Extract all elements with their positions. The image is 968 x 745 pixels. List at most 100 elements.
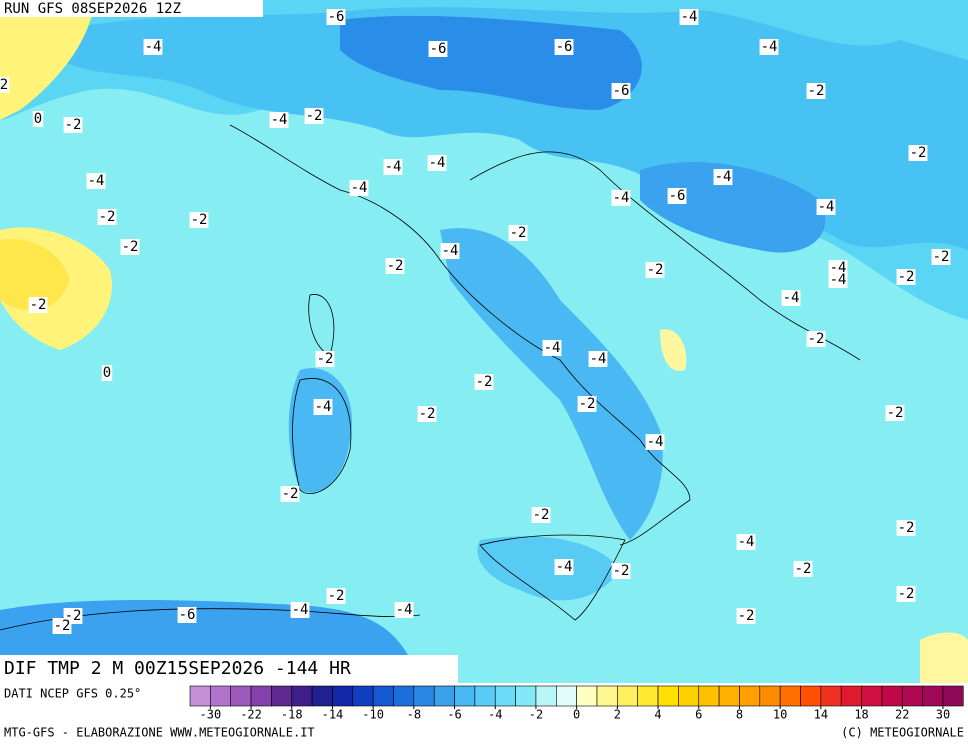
label-bg (736, 534, 756, 550)
contour-label: -2 (808, 83, 825, 99)
colorbar-swatch (210, 685, 232, 707)
colorbar-label: -10 (362, 708, 384, 722)
label-bg (577, 396, 597, 412)
label-bg (508, 225, 528, 241)
contour-label: -2 (317, 351, 334, 367)
label-bg (531, 507, 551, 523)
colorbar-swatch (718, 685, 740, 707)
label-bg (280, 486, 300, 502)
contour-label: -4 (647, 434, 664, 450)
contour-label: -2 (808, 331, 825, 347)
label-bg (315, 351, 335, 367)
contour-label: -2 (738, 608, 755, 624)
label-bg (385, 258, 405, 274)
colorbar-swatch (942, 685, 964, 707)
colorbar-label: 18 (854, 708, 868, 722)
contour-label: -2 (99, 209, 116, 225)
colorbar-label: -2 (529, 708, 543, 722)
contour-label: -6 (430, 41, 447, 57)
colorbar-swatch (250, 685, 272, 707)
label-bg (667, 188, 687, 204)
contour-label: -2 (122, 239, 139, 255)
contour-label: -4 (613, 190, 630, 206)
label-bg (908, 145, 928, 161)
contour-label: -4 (315, 399, 332, 415)
colorbar-swatch (393, 685, 415, 707)
contour-label: -2 (795, 561, 812, 577)
contour-label: -2 (533, 507, 550, 523)
contour-label: -6 (179, 607, 196, 623)
colorbar-swatch (474, 685, 496, 707)
contour-label: -4 (396, 602, 413, 618)
contour-label: -4 (145, 39, 162, 55)
colorbar-swatch (698, 685, 720, 707)
label-bg (313, 399, 333, 415)
contour-label: -2 (282, 486, 299, 502)
label-bg (885, 405, 905, 421)
colorbar-label: 8 (736, 708, 743, 722)
colorbar-label: -30 (200, 708, 222, 722)
contour-label: -2 (54, 618, 71, 634)
label-bg (896, 269, 916, 285)
contour-labels: -6 -4 -4 -6 -6 -4 2 -6 -2 0 -2 -4 -2 -2 -4 -4 -4 -4 -4 -4 -6… (0, 9, 951, 634)
label-bg (611, 563, 631, 579)
label-bg (120, 239, 140, 255)
contour-label: -4 (715, 169, 732, 185)
label-bg (427, 155, 447, 171)
label-bg (0, 77, 10, 93)
contour-label: -4 (271, 112, 288, 128)
colorbar-swatch (372, 685, 394, 707)
colorbar-swatch (800, 685, 822, 707)
contour-label: -2 (30, 297, 47, 313)
colorbar-label: 30 (936, 708, 950, 722)
label-bg (383, 159, 403, 175)
colorbar-label: 4 (654, 708, 661, 722)
colorbar-swatch (189, 685, 211, 707)
label-bg (97, 209, 117, 225)
contour-label: -4 (830, 272, 847, 288)
label-bg (326, 9, 346, 25)
label-bg (269, 112, 289, 128)
colorbar-label: 0 (573, 708, 580, 722)
contour-label: -2 (65, 117, 82, 133)
contour-label: -2 (419, 406, 436, 422)
label-bg (63, 117, 83, 133)
label-bg (177, 607, 197, 623)
contour-label: -2 (387, 258, 404, 274)
contour-label: 2 (0, 77, 8, 93)
title-box (0, 655, 458, 683)
colorbar-swatch (454, 685, 476, 707)
contour-label: -6 (613, 83, 630, 99)
colorbar-label: -18 (281, 708, 303, 722)
contour-label: -2 (579, 396, 596, 412)
contour-label: -4 (88, 173, 105, 189)
colorbar-swatch (555, 685, 577, 707)
label-bg (781, 290, 801, 306)
label-bg (326, 588, 346, 604)
colorbar-swatch (922, 685, 944, 707)
colorbar-swatch (759, 685, 781, 707)
contour-label: -4 (385, 159, 402, 175)
label-bg (806, 331, 826, 347)
contour-label: -4 (442, 243, 459, 259)
map-title: DIF TMP 2 M 00Z15SEP2026 -144 HR (4, 658, 351, 679)
label-bg (143, 39, 163, 55)
colorbar-swatch (596, 685, 618, 707)
label-bg (554, 559, 574, 575)
colorbar-swatch (413, 685, 435, 707)
label-bg (542, 340, 562, 356)
label-bg (554, 39, 574, 55)
run-label: RUN GFS 08SEP2026 12Z (4, 1, 181, 17)
label-bg (28, 297, 48, 313)
colorbar-label: -14 (322, 708, 344, 722)
colorbar-label: 6 (695, 708, 702, 722)
contour-label: -4 (544, 340, 561, 356)
label-bg (417, 406, 437, 422)
label-bg (474, 374, 494, 390)
label-bg (290, 602, 310, 618)
colorbar-swatch (840, 685, 862, 707)
label-bg (679, 9, 699, 25)
label-bg (931, 249, 951, 265)
